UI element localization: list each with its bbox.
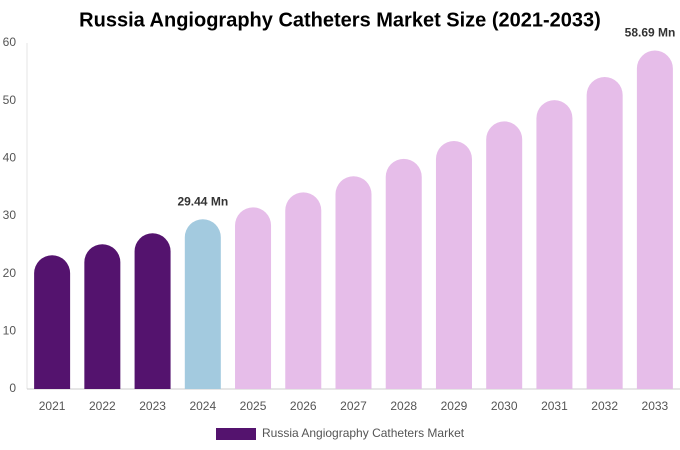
chart-title: Russia Angiography Catheters Market Size… [79, 9, 601, 31]
value-label: 29.44 Mn [177, 194, 228, 208]
y-tick-label: 20 [3, 266, 17, 280]
x-tick-label: 2028 [390, 399, 417, 413]
bar [84, 244, 121, 389]
x-tick-label: 2031 [541, 399, 568, 413]
y-tick-label: 50 [3, 93, 17, 107]
bar [486, 121, 523, 389]
y-tick-label: 30 [3, 208, 17, 222]
bar [636, 50, 673, 390]
y-tick-label: 0 [9, 381, 16, 395]
y-tick-label: 40 [3, 151, 17, 165]
bar [536, 100, 573, 389]
x-tick-label: 2025 [240, 399, 267, 413]
bar [385, 158, 422, 389]
x-tick-label: 2029 [441, 399, 468, 413]
legend-swatch [216, 428, 256, 440]
x-tick-label: 2030 [491, 399, 518, 413]
bar [586, 77, 623, 389]
x-tick-label: 2033 [642, 399, 669, 413]
x-tick-label: 2023 [139, 399, 166, 413]
bar [435, 141, 472, 389]
x-tick-label: 2032 [591, 399, 618, 413]
legend-label: Russia Angiography Catheters Market [262, 426, 465, 440]
bar [184, 219, 221, 389]
bar [34, 255, 71, 389]
bar [335, 176, 372, 389]
x-tick-label: 2021 [39, 399, 66, 413]
value-label: 58.69 Mn [625, 26, 676, 40]
x-tick-label: 2022 [89, 399, 116, 413]
y-tick-label: 10 [3, 324, 17, 338]
x-tick-label: 2027 [340, 399, 367, 413]
bar [285, 192, 322, 389]
y-tick-label: 60 [3, 35, 17, 49]
bar [134, 233, 171, 389]
x-tick-label: 2024 [189, 399, 216, 413]
bar [235, 207, 272, 389]
x-tick-label: 2026 [290, 399, 317, 413]
